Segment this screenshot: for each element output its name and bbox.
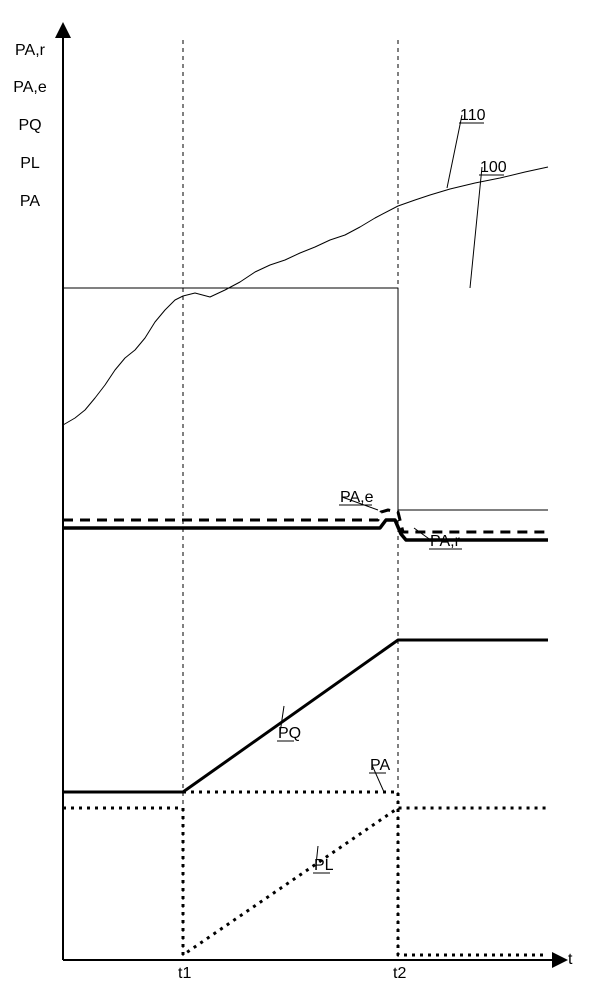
y-axis-arrowhead — [55, 22, 71, 38]
t2-label: t2 — [393, 965, 406, 982]
callout: PL — [313, 846, 334, 874]
curve-pq — [63, 640, 548, 792]
curve-pl — [63, 808, 548, 955]
callout: 100 — [470, 159, 507, 288]
y-label: PL — [20, 155, 40, 172]
curve-pa — [63, 792, 548, 955]
callout-label: PQ — [278, 725, 301, 742]
timing-diagram: t t1 t2 PA,rPA,ePQPLPA 110100PA,ePA,rPQP… — [0, 0, 593, 1000]
y-axis-labels: PA,r PA,e PQ PL PA — [13, 42, 47, 210]
callout-leader — [447, 115, 462, 188]
curve-pa-r — [63, 520, 548, 540]
x-axis-arrowhead — [552, 952, 568, 968]
callout-label: PL — [314, 857, 334, 874]
callout-label: 110 — [460, 107, 486, 124]
y-label: PQ — [18, 117, 41, 134]
callout-label: PA,e — [340, 489, 374, 506]
time-marker-t1: t1 — [178, 40, 191, 982]
callout: PA — [369, 757, 390, 792]
y-label: PA,r — [15, 42, 46, 59]
t1-label: t1 — [178, 965, 191, 982]
y-label: PA — [20, 193, 40, 210]
callout-label: 100 — [480, 159, 507, 176]
y-axis — [55, 22, 71, 960]
callout: PA,e — [339, 489, 378, 510]
callout-leader — [470, 167, 482, 288]
time-marker-t2: t2 — [393, 40, 406, 982]
callouts: 110 100 PA,e PA,r PQ PA PL — [277, 107, 507, 874]
x-axis: t — [63, 951, 573, 968]
curve-100 — [63, 288, 548, 510]
x-axis-label: t — [568, 951, 573, 968]
callout-label: PA,r — [430, 533, 461, 550]
y-label: PA,e — [13, 79, 47, 96]
curve-110 — [63, 167, 548, 425]
callout-label: PA — [370, 757, 390, 774]
